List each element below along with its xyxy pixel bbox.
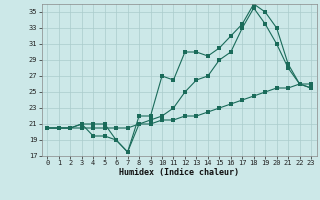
X-axis label: Humidex (Indice chaleur): Humidex (Indice chaleur) (119, 168, 239, 177)
